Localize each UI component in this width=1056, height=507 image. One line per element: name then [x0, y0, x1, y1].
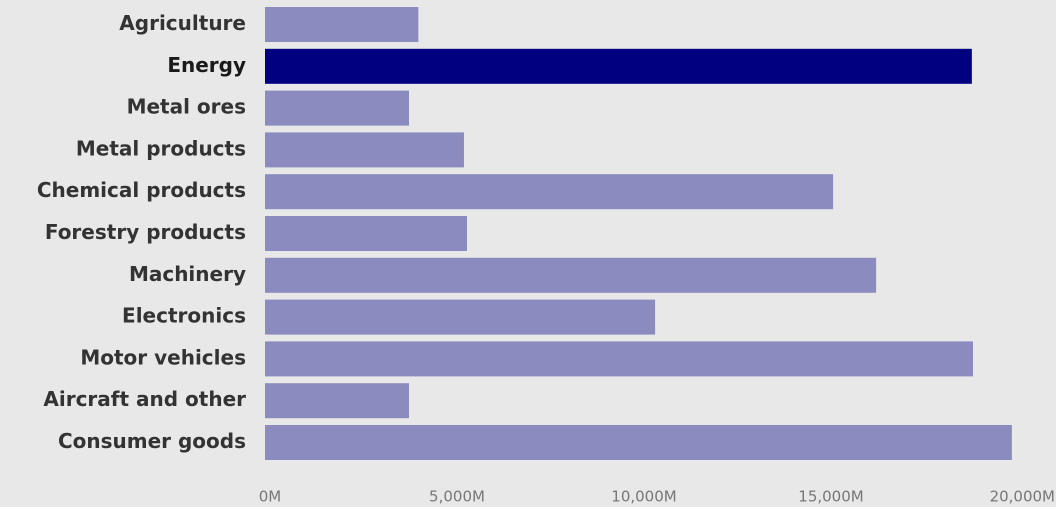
- y-tick-label: Machinery: [129, 262, 246, 286]
- y-tick-label: Energy: [167, 53, 246, 77]
- bar: [265, 216, 467, 251]
- y-tick-label: Aircraft and other: [43, 387, 246, 411]
- x-tick-label: 15,000M: [798, 488, 863, 506]
- bar: [265, 299, 656, 335]
- bar: [265, 257, 877, 293]
- y-tick-label: Metal ores: [127, 95, 246, 119]
- bar: [265, 132, 464, 168]
- x-tick-label: 20,000M: [990, 488, 1055, 506]
- x-tick-label: 0M: [259, 488, 282, 506]
- bar: [265, 425, 1012, 460]
- y-tick-label: Chemical products: [37, 178, 246, 202]
- bar: [265, 90, 409, 126]
- y-tick-label: Consumer goods: [58, 429, 246, 453]
- y-tick-label: Forestry products: [45, 220, 246, 244]
- x-tick-label: 10,000M: [611, 488, 676, 506]
- y-tick-label: Motor vehicles: [80, 345, 246, 369]
- bar: [265, 174, 834, 210]
- bar: [265, 7, 419, 42]
- bar: [265, 48, 972, 84]
- y-tick-label: Agriculture: [119, 11, 246, 35]
- x-tick-label: 5,000M: [429, 488, 485, 506]
- bar: [265, 383, 409, 419]
- y-tick-label: Metal products: [76, 136, 246, 160]
- y-tick-label: Electronics: [122, 304, 246, 328]
- bar: [265, 341, 973, 377]
